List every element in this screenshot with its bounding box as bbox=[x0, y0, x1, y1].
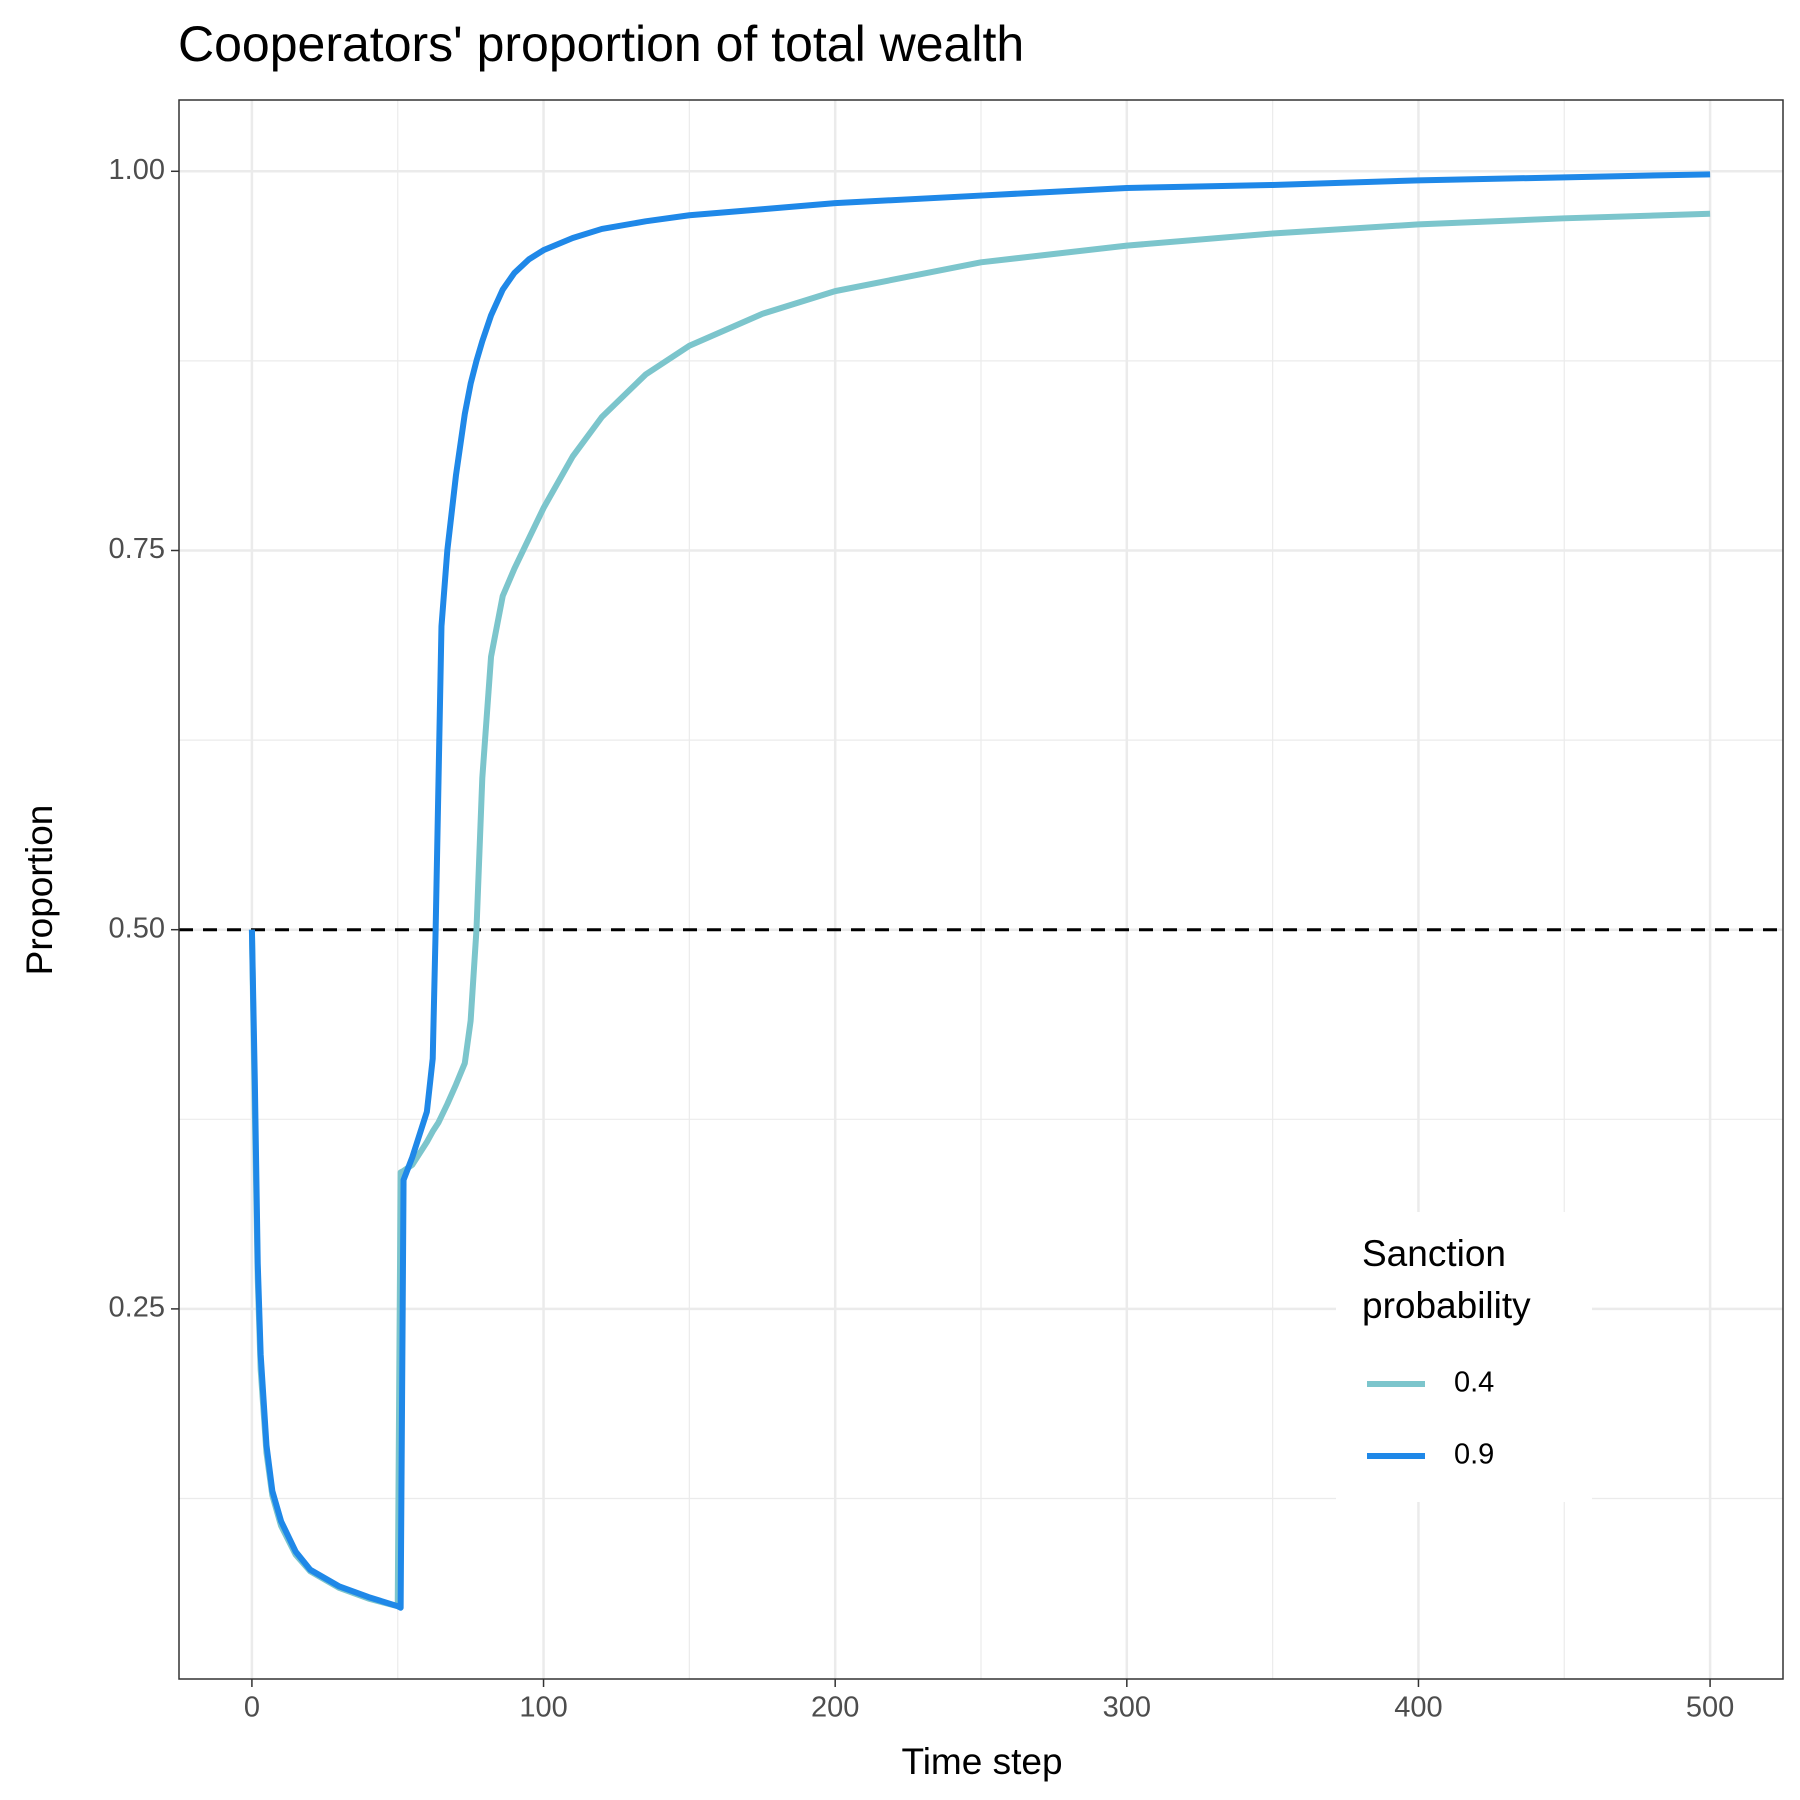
x-tick-label: 200 bbox=[811, 1692, 859, 1724]
y-tick-label: 1.00 bbox=[109, 154, 165, 186]
x-axis-label: Time step bbox=[901, 1741, 1062, 1782]
panel-border bbox=[178, 99, 1784, 1680]
legend-title: Sanction bbox=[1362, 1233, 1506, 1274]
y-tick-label: 0.50 bbox=[109, 912, 165, 944]
data-line bbox=[248, 171, 1711, 1611]
lines bbox=[179, 171, 1783, 1611]
y-tick-label: 0.25 bbox=[109, 1292, 165, 1324]
legend-label: 0.4 bbox=[1454, 1367, 1494, 1399]
grid: 0 100 200 300 400 500 0.25 0.50 0.75 1.00 bbox=[109, 100, 1783, 1724]
legend-label: 0.9 bbox=[1454, 1439, 1494, 1471]
x-tick-label: 300 bbox=[1103, 1692, 1151, 1724]
x-tick-label: 500 bbox=[1686, 1692, 1734, 1724]
x-tick-label: 0 bbox=[244, 1692, 260, 1724]
x-tick-label: 400 bbox=[1394, 1692, 1442, 1724]
chart-title: Cooperators' proportion of total wealth bbox=[178, 16, 1024, 72]
legend: Sanction probability 0.4 0.9 bbox=[1336, 1212, 1592, 1502]
y-axis-label: Proportion bbox=[19, 805, 60, 976]
x-tick-label: 100 bbox=[519, 1692, 567, 1724]
legend-title: probability bbox=[1362, 1285, 1531, 1326]
y-tick-label: 0.75 bbox=[109, 533, 165, 565]
